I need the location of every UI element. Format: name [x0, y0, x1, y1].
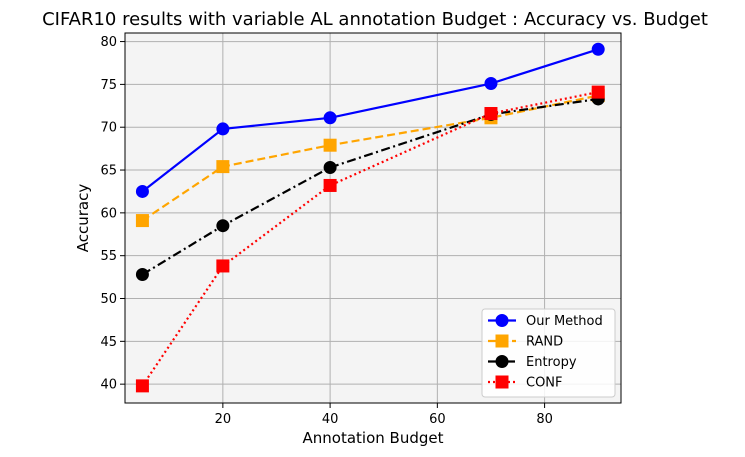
data-point-entropy — [216, 219, 230, 233]
data-point-rand — [216, 160, 230, 174]
data-point-our-method — [216, 122, 230, 136]
data-point-conf — [216, 259, 230, 273]
y-tick-label: 80 — [100, 35, 117, 50]
legend-marker-rand — [495, 334, 509, 348]
legend-marker-our-method — [495, 314, 509, 327]
x-tick-label: 20 — [215, 412, 232, 427]
x-tick-label: 60 — [429, 412, 446, 427]
data-point-our-method — [323, 111, 337, 125]
x-axis-title: Annotation Budget — [303, 429, 444, 447]
data-point-our-method — [135, 184, 149, 198]
x-tick-label: 40 — [322, 412, 339, 427]
y-axis-title: Accuracy — [74, 184, 92, 253]
legend-label-our-method: Our Method — [526, 314, 603, 329]
legend: Our Method RAND Entropy CONF — [481, 308, 616, 398]
series-conf — [135, 85, 605, 393]
data-point-entropy — [135, 268, 149, 282]
data-point-our-method — [484, 77, 498, 91]
y-tick-label: 65 — [100, 164, 117, 179]
x-tick-label: 80 — [536, 412, 553, 427]
axis-ticks: 20 40 60 80 40 45 50 55 60 65 70 75 80 — [100, 35, 552, 427]
data-point-conf — [484, 107, 498, 121]
series-layer — [135, 42, 605, 393]
legend-marker-entropy — [495, 355, 509, 368]
plot-frame — [124, 32, 622, 404]
y-tick-label: 50 — [100, 292, 117, 307]
y-tick-label: 60 — [100, 206, 117, 221]
chart-title: CIFAR10 results with variable AL annotat… — [42, 9, 708, 30]
legend-box — [481, 308, 616, 398]
data-point-rand — [323, 138, 337, 152]
data-point-our-method — [591, 42, 605, 56]
data-point-conf — [323, 178, 337, 192]
y-tick-label: 45 — [100, 335, 117, 350]
series-line-conf — [141, 91, 599, 387]
legend-label-conf: CONF — [526, 376, 563, 391]
legend-label-entropy: Entropy — [526, 355, 577, 370]
legend-marker-conf — [495, 375, 509, 389]
y-tick-label: 70 — [100, 121, 117, 136]
data-point-conf — [591, 85, 605, 99]
legend-label-rand: RAND — [526, 335, 563, 350]
series-our-method — [135, 42, 605, 198]
y-tick-label: 55 — [100, 249, 117, 264]
y-tick-label: 75 — [100, 78, 117, 93]
data-point-conf — [135, 379, 149, 393]
y-tick-label: 40 — [100, 378, 117, 393]
data-point-rand — [135, 214, 149, 228]
data-point-entropy — [323, 160, 337, 174]
